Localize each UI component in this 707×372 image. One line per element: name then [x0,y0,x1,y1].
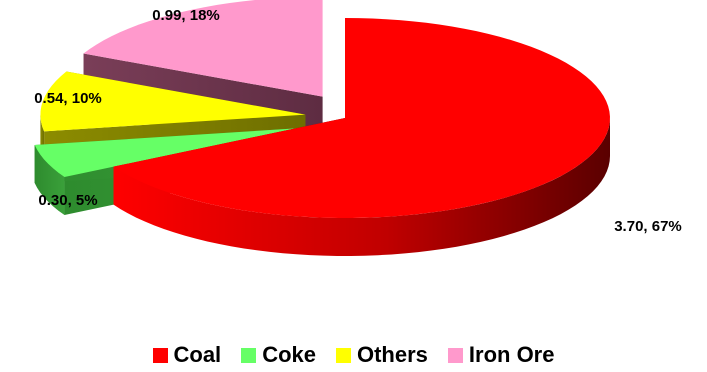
data-label-iron-ore: 0.99, 18% [152,7,220,24]
pie-slice-top-coke [34,128,296,178]
data-label-others: 0.54, 10% [34,90,102,107]
legend-item-coal: Coal [152,342,222,368]
legend-label-coal: Coal [173,342,222,367]
pie-slice-top-coal [113,18,610,218]
pie-chart: 3.70, 67% 0.30, 5% 0.54, 10% 0.99, 18% [34,0,682,256]
legend-item-iron-ore: Iron Ore [447,342,555,368]
pie-slice-side-coal-0 [113,118,611,256]
legend-swatch-coke [241,347,257,363]
pie-slice-coal [113,18,611,256]
legend-swatch-coal [152,347,168,363]
legend-label-coke: Coke [262,342,316,367]
legend-item-coke: Coke [241,342,316,368]
pie-slice-top-iron-ore [83,0,323,97]
legend-item-others: Others [335,342,428,368]
pie-slice-side-coke-0 [34,145,65,216]
legend-label-others: Others [356,342,428,367]
legend-swatch-others [335,347,351,363]
data-label-coke: 0.30, 5% [38,192,97,209]
legend: Coal Coke Others Iron Ore [0,338,707,372]
pie-slice-top-others [40,71,306,132]
legend-swatch-iron-ore [447,347,463,363]
legend-label-iron-ore: Iron Ore [468,342,555,367]
data-label-coal: 3.70, 67% [614,218,682,235]
